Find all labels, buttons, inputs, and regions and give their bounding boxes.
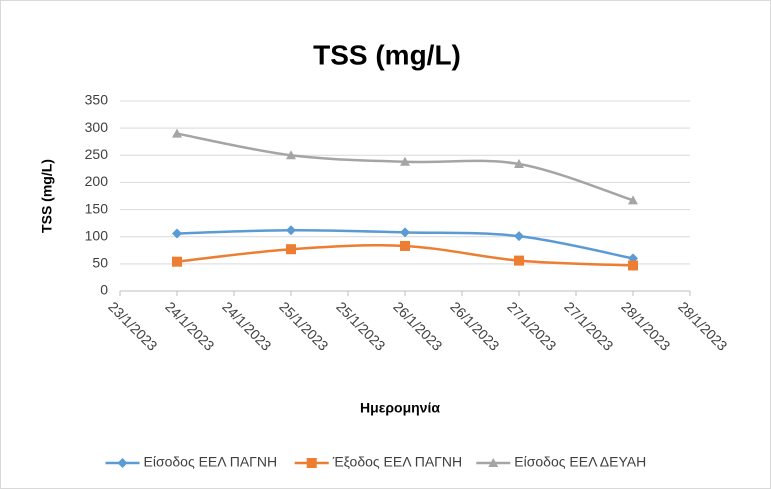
- legend-marker: [306, 458, 317, 468]
- y-axis-title: TSS (mg/L): [39, 159, 55, 233]
- y-tick-label: 250: [85, 146, 109, 162]
- y-tick-label: 350: [85, 92, 109, 108]
- marker: [400, 227, 410, 238]
- legend-label: Είσοδος ΕΕΛ ΔΕΥΑΗ: [514, 454, 646, 470]
- marker: [400, 156, 410, 166]
- legend-marker: [117, 458, 128, 468]
- marker: [172, 256, 182, 267]
- marker: [286, 225, 296, 236]
- y-tick-label: 200: [85, 173, 109, 189]
- marker: [286, 150, 296, 160]
- marker: [514, 231, 524, 242]
- marker: [286, 244, 296, 255]
- legend-label: Έξοδος ΕΕΛ ΠΑΓΝΗ: [332, 454, 462, 470]
- y-tick-label: 0: [100, 282, 108, 298]
- marker: [514, 158, 524, 168]
- marker: [400, 240, 410, 251]
- legend-label: Είσοδος ΕΕΛ ΠΑΓΝΗ: [144, 454, 278, 470]
- chart-title: TSS (mg/L): [313, 39, 461, 70]
- marker: [628, 260, 638, 271]
- y-tick-label: 300: [85, 119, 109, 135]
- legend-marker: [488, 458, 499, 467]
- marker: [628, 195, 638, 205]
- x-axis-title: Ημερομηνία: [360, 400, 440, 416]
- y-tick-label: 100: [85, 227, 109, 243]
- y-tick-label: 150: [85, 200, 109, 216]
- y-tick-label: 50: [92, 255, 108, 271]
- marker: [172, 228, 182, 239]
- marker: [172, 128, 182, 138]
- marker: [514, 255, 524, 266]
